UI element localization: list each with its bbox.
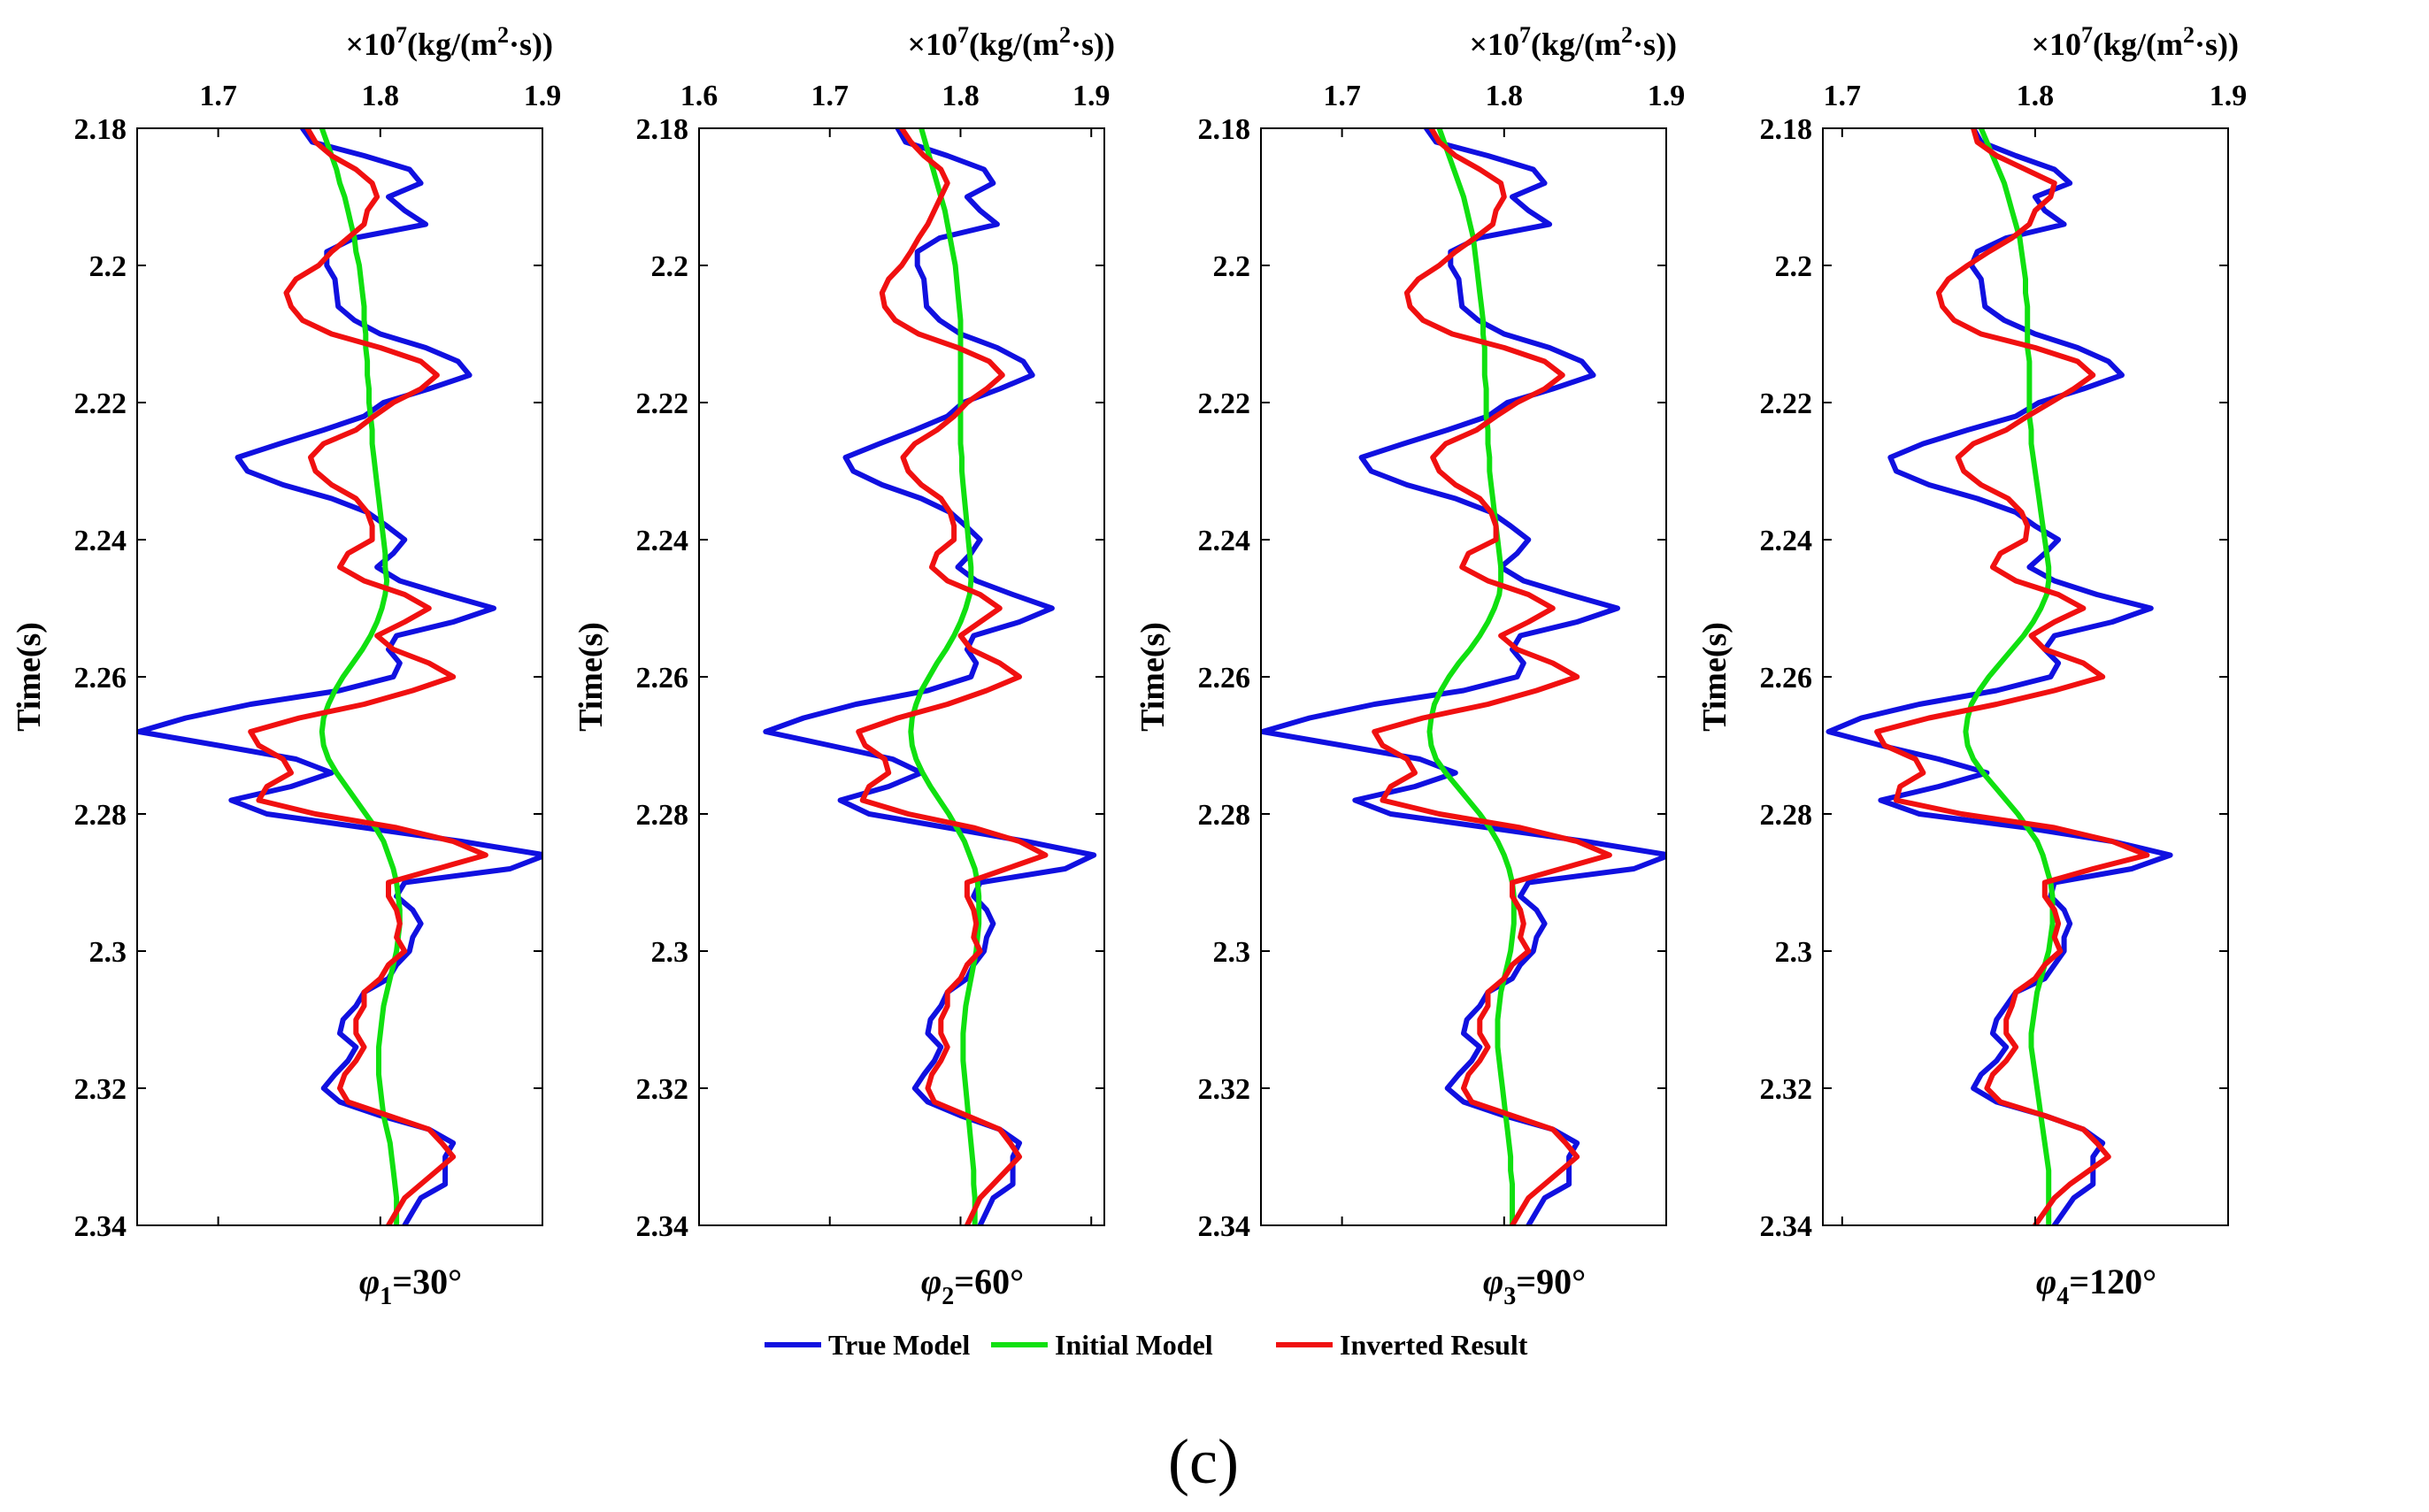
y-tick-label: 2.2 xyxy=(1213,250,1251,283)
panel-4-lines xyxy=(1826,128,2173,1225)
y-tick-label: 2.3 xyxy=(89,936,127,969)
panels: 2.18 2.2 2.22 2.24 2.26 2.28 2.3 2.32 2.34 1.7 1.8… xyxy=(11,22,2247,1310)
x-tick-label: 1.9 xyxy=(1072,80,1111,112)
x-tick-label: 1.7 xyxy=(1824,80,1862,112)
y-tick-label: 2.28 xyxy=(74,799,127,832)
y-tick-label: 2.32 xyxy=(636,1073,689,1106)
x-tick-label: 1.8 xyxy=(942,80,980,112)
series-line-inverted-result-panel-4 xyxy=(1874,128,2150,1225)
series-line-inverted-result-panel-3 xyxy=(1372,128,1612,1225)
y-tick-label: 2.22 xyxy=(1198,388,1251,420)
panel-3: 2.18 2.2 2.22 2.24 2.26 2.28 2.3 2.32 2.34 1.7 1.8… xyxy=(1134,22,1685,1310)
x-axis-unit-label: ×107(kg/(m2·s)) xyxy=(2031,22,2239,62)
y-tick-label: 2.26 xyxy=(636,662,689,695)
y-tick-label: 2.34 xyxy=(1760,1210,1813,1243)
y-tick-label: 2.24 xyxy=(636,525,689,557)
x-tick-label: 1.9 xyxy=(2210,80,2248,112)
y-tick-label: 2.34 xyxy=(1198,1210,1251,1243)
x-axis-unit-label: ×107(kg/(m2·s)) xyxy=(345,22,553,62)
y-tick-label: 2.26 xyxy=(1760,662,1813,695)
y-tick-label: 2.3 xyxy=(1213,936,1251,969)
y-tick-label: 2.28 xyxy=(1760,799,1813,832)
panel-4-title: φ4=120° xyxy=(2036,1262,2156,1310)
x-axis-unit-label: ×107(kg/(m2·s)) xyxy=(907,22,1115,62)
x-tick-label: 1.8 xyxy=(362,80,400,112)
series-line-true-model-panel-2 xyxy=(763,128,1097,1225)
series-line-true-model-panel-3 xyxy=(1261,128,1666,1225)
x-tick-label: 1.9 xyxy=(1648,80,1686,112)
series-line-initial-model-panel-4 xyxy=(1963,128,2056,1225)
y-axis-label: Time(s) xyxy=(1134,622,1172,732)
y-tick-label: 2.18 xyxy=(74,113,127,146)
y-tick-label: 2.32 xyxy=(74,1073,127,1106)
y-tick-label: 2.28 xyxy=(1198,799,1251,832)
panel-4: 2.18 2.2 2.22 2.24 2.26 2.28 2.3 2.32 2.34 1.7 1.8… xyxy=(1696,22,2247,1310)
series-line-inverted-result-panel-2 xyxy=(856,128,1049,1225)
y-tick-label: 2.34 xyxy=(636,1210,689,1243)
panel-3-title: φ3=90° xyxy=(1483,1262,1586,1310)
legend-label-inverted-result: Inverted Result xyxy=(1340,1329,1528,1361)
y-tick-label: 2.22 xyxy=(636,388,689,420)
y-tick-label: 2.18 xyxy=(636,113,689,146)
y-tick-label: 2.28 xyxy=(636,799,689,832)
y-tick-label: 2.24 xyxy=(1760,525,1813,557)
y-tick-label: 2.2 xyxy=(651,250,689,283)
x-tick-label: 1.9 xyxy=(524,80,562,112)
y-axis-label: Time(s) xyxy=(1696,622,1733,732)
y-tick-label: 2.34 xyxy=(74,1210,127,1243)
x-tick-label: 1.6 xyxy=(680,80,719,112)
x-tick-label: 1.7 xyxy=(199,80,237,112)
legend-label-initial-model: Initial Model xyxy=(1055,1329,1213,1361)
panel-2-title: φ2=60° xyxy=(921,1262,1024,1310)
figure-caption: (c) xyxy=(1168,1426,1239,1497)
series-line-true-model-panel-4 xyxy=(1826,128,2173,1225)
series-line-initial-model-panel-2 xyxy=(908,128,982,1225)
y-axis-label: Time(s) xyxy=(573,622,610,732)
series-line-initial-model-panel-3 xyxy=(1426,128,1517,1225)
panel-2-lines xyxy=(763,128,1097,1225)
x-tick-label: 1.8 xyxy=(2017,80,2055,112)
x-tick-label: 1.7 xyxy=(1323,80,1361,112)
panel-1: 2.18 2.2 2.22 2.24 2.26 2.28 2.3 2.32 2.34 1.7 1.8… xyxy=(11,22,561,1310)
panel-1-title: φ1=30° xyxy=(359,1262,462,1310)
panel-3-lines xyxy=(1261,128,1666,1225)
y-tick-label: 2.26 xyxy=(74,662,127,695)
y-tick-label: 2.32 xyxy=(1198,1073,1251,1106)
legend: True Model Initial Model Inverted Result xyxy=(765,1329,1528,1361)
series-line-true-model-panel-1 xyxy=(137,128,542,1225)
x-axis-unit-label: ×107(kg/(m2·s)) xyxy=(1469,22,1677,62)
series-line-initial-model-panel-1 xyxy=(319,128,403,1225)
y-tick-label: 2.3 xyxy=(1775,936,1813,969)
series-line-inverted-result-panel-1 xyxy=(248,128,488,1225)
y-tick-label: 2.22 xyxy=(1760,388,1813,420)
panel-1-lines xyxy=(137,128,542,1225)
y-tick-label: 2.2 xyxy=(1775,250,1813,283)
y-tick-label: 2.2 xyxy=(89,250,127,283)
y-tick-label: 2.24 xyxy=(1198,525,1251,557)
y-tick-label: 2.26 xyxy=(1198,662,1251,695)
x-tick-label: 1.8 xyxy=(1486,80,1524,112)
y-tick-label: 2.32 xyxy=(1760,1073,1813,1106)
x-tick-label: 1.7 xyxy=(811,80,849,112)
y-axis-label: Time(s) xyxy=(11,622,48,732)
y-tick-label: 2.24 xyxy=(74,525,127,557)
y-tick-label: 2.18 xyxy=(1198,113,1251,146)
legend-label-true-model: True Model xyxy=(828,1329,970,1361)
y-tick-label: 2.18 xyxy=(1760,113,1813,146)
y-tick-label: 2.3 xyxy=(651,936,689,969)
y-tick-label: 2.22 xyxy=(74,388,127,420)
panel-2: 2.18 2.2 2.22 2.24 2.26 2.28 2.3 2.32 2.34 1.6 1.7… xyxy=(573,22,1115,1310)
